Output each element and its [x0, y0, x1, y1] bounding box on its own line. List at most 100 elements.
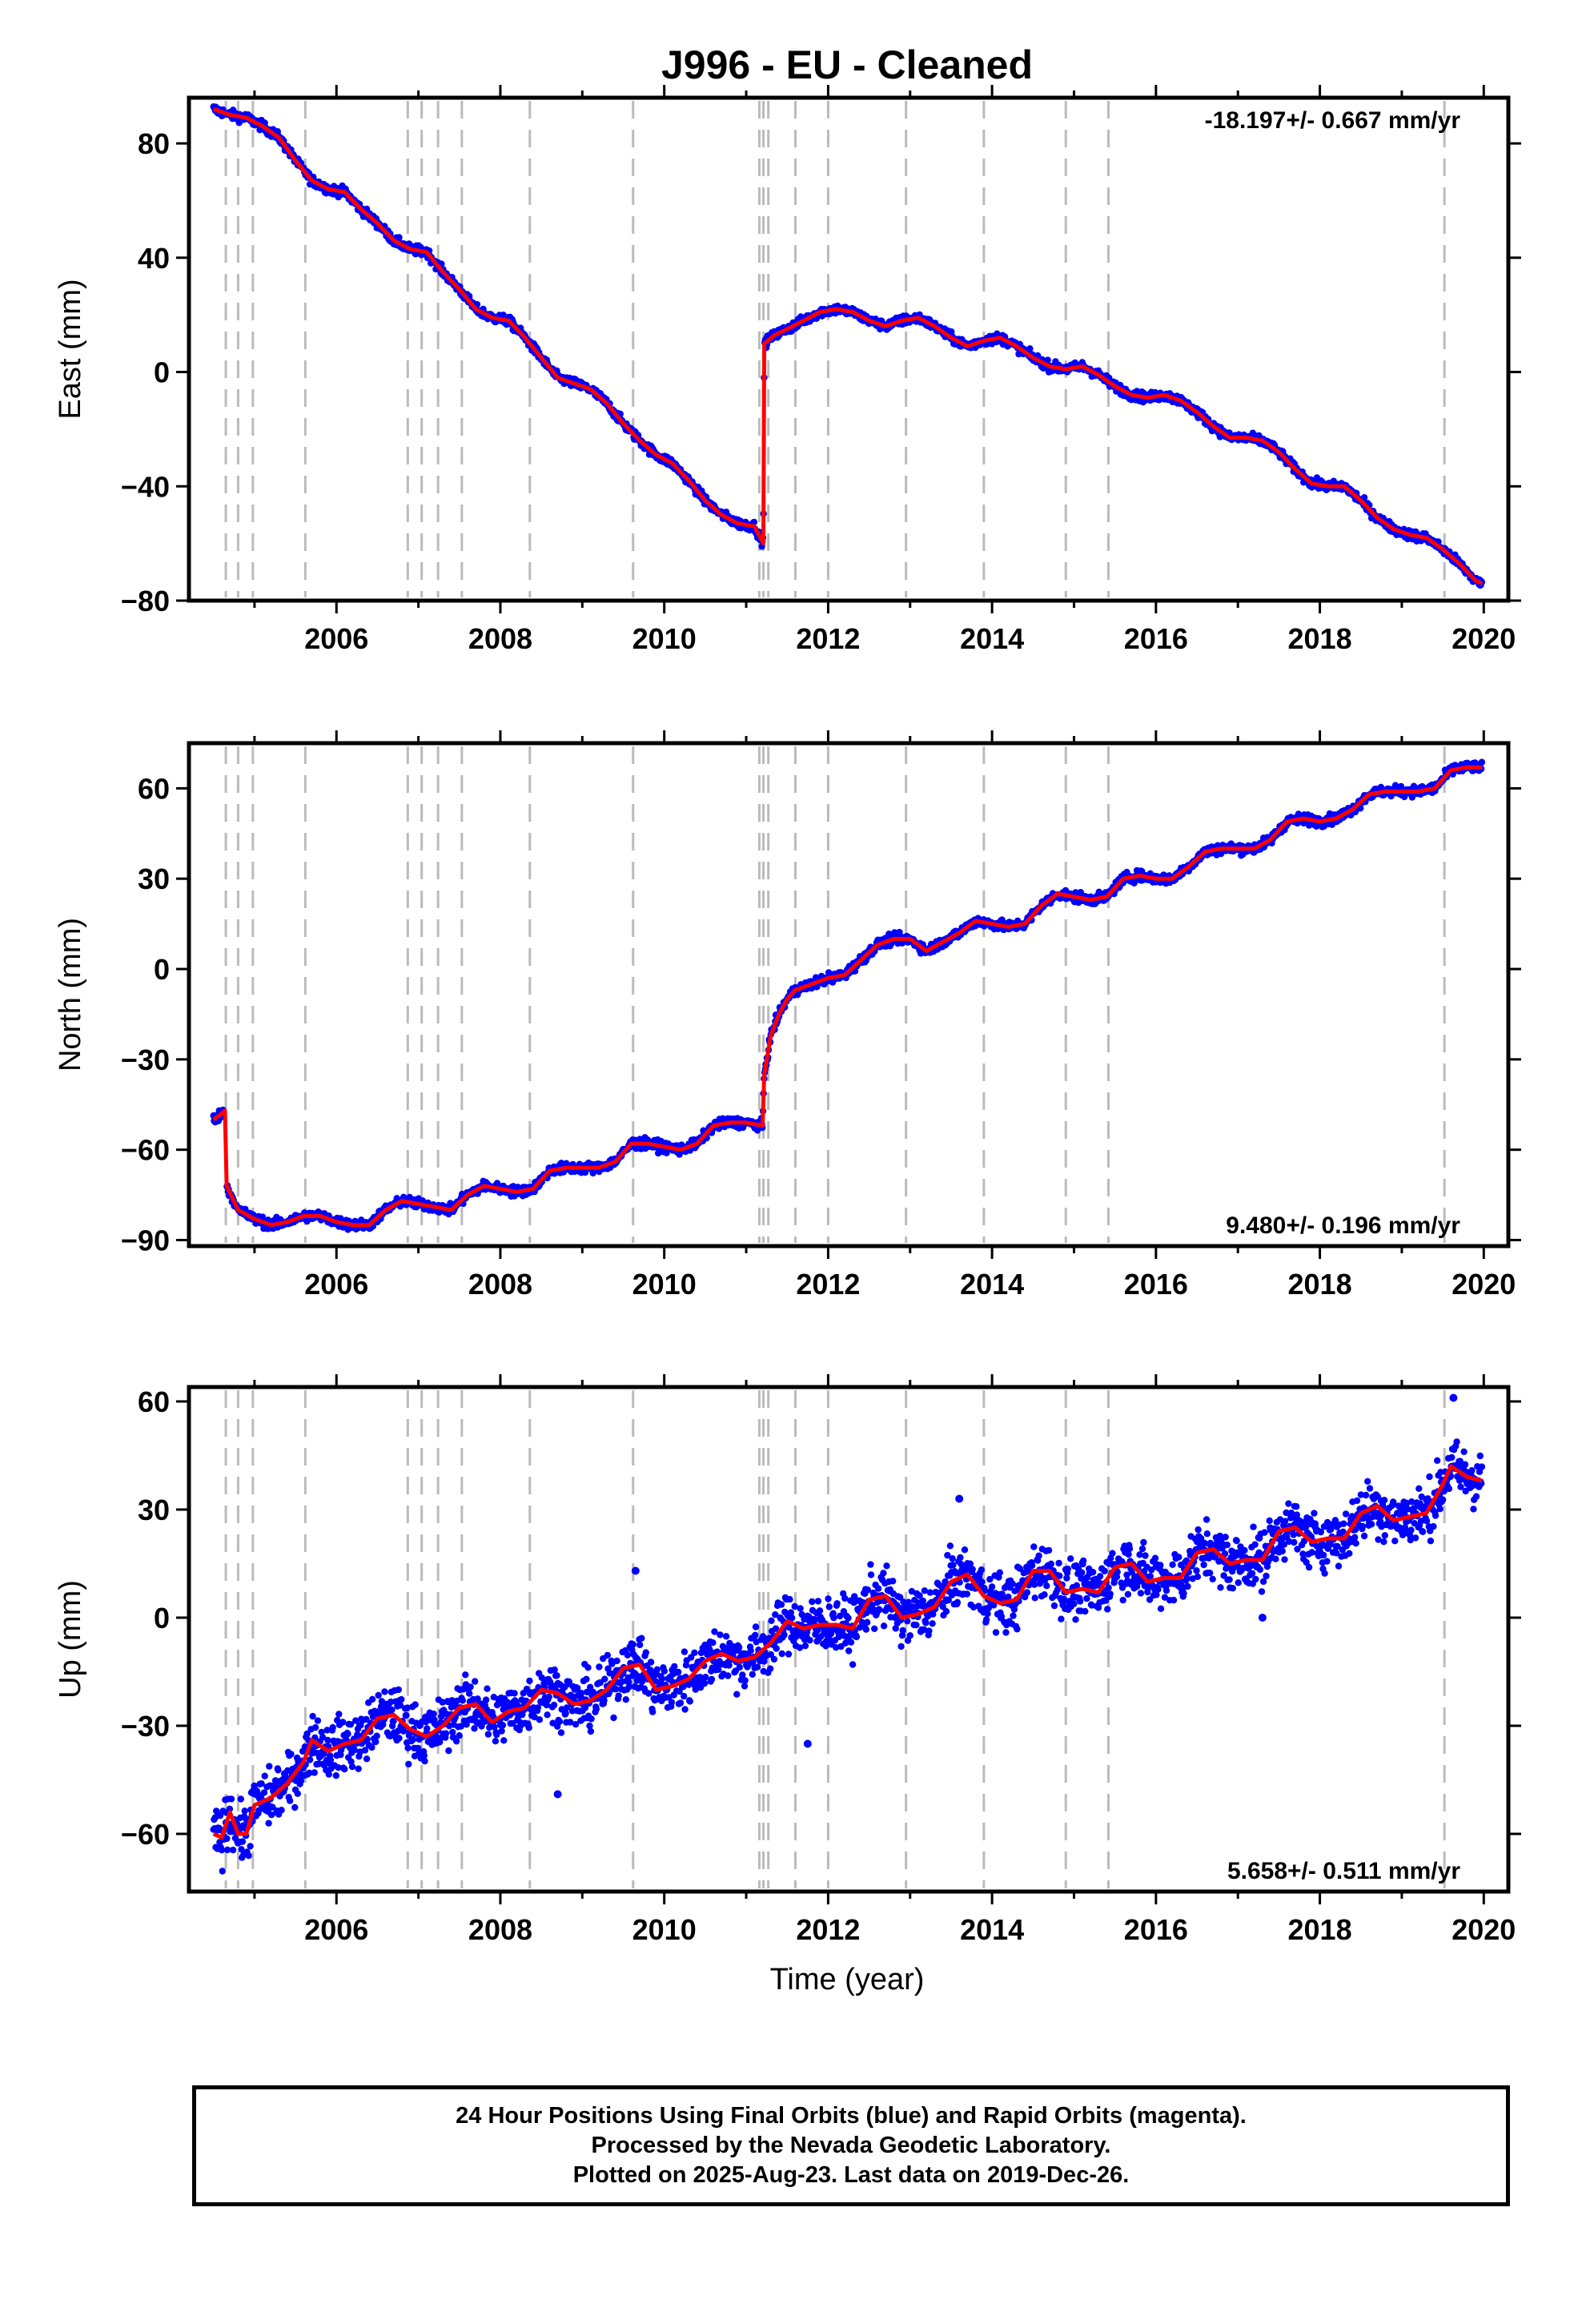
data-point: [309, 1712, 316, 1720]
velocity-rate-label: -18.197+/- 0.667 mm/yr: [1205, 107, 1461, 134]
data-point: [311, 1769, 318, 1776]
x-tick-label: 2020: [1452, 622, 1516, 655]
data-point: [329, 1723, 336, 1731]
x-tick-label: 2006: [304, 622, 368, 655]
data-point: [303, 1730, 311, 1738]
y-tick-label: −30: [121, 1043, 170, 1076]
panels-group: 2006 2008 2010 2012 2014 2016 2018 2020 80 40 0 −40…: [54, 85, 1521, 1946]
y-axis-label: East (mm): [54, 279, 87, 419]
y-axis-label: North (mm): [54, 918, 87, 1072]
x-tick-label: 2010: [632, 622, 697, 655]
model-fit-line: [212, 765, 1483, 1228]
x-tick-label: 2012: [796, 622, 860, 655]
data-point: [1360, 494, 1368, 501]
data-point: [291, 1803, 299, 1811]
data-point: [245, 1852, 252, 1860]
data-point: [306, 1769, 313, 1777]
data-point: [237, 1795, 244, 1803]
data-point: [223, 1835, 231, 1843]
panel-1: 2006 2008 2010 2012 2014 2016 2018 202080400−40…: [54, 85, 1521, 655]
data-point: [319, 1734, 327, 1741]
chart-title: J996 - EU - Cleaned: [661, 42, 1033, 87]
x-tick-label: 2020: [1452, 1268, 1516, 1301]
data-point: [327, 1756, 335, 1764]
data-point: [323, 1727, 331, 1734]
y-tick-label: 80: [138, 127, 170, 160]
panel-3: 2006 2008 2010 2012 2014 2016 2018 202060300−30…: [54, 1374, 1521, 1946]
data-points: [210, 758, 1486, 1233]
model-fit-line: [212, 107, 1484, 585]
data-point: [261, 1772, 268, 1779]
x-tick-label: 2018: [1288, 1268, 1352, 1301]
data-point: [354, 1731, 361, 1739]
data-point: [341, 1765, 348, 1773]
data-point: [297, 1777, 305, 1784]
data-point: [278, 1807, 285, 1814]
data-point: [750, 518, 758, 526]
data-point: [332, 1772, 339, 1779]
panel-2: 2006 2008 2010 2012 2014 2016 2018 2020 60 30 0 −30…: [54, 730, 1521, 1301]
data-point: [352, 1717, 359, 1724]
data-point: [258, 1780, 265, 1787]
data-point: [348, 1763, 356, 1771]
data-point: [314, 1717, 322, 1724]
y-tick-label: 40: [138, 242, 170, 275]
x-tick-label: 2018: [1288, 622, 1352, 655]
data-point: [306, 1756, 314, 1763]
data-point: [227, 1795, 235, 1803]
y-tick-label: −80: [121, 585, 170, 617]
data-point: [396, 234, 403, 241]
data-point: [287, 1751, 295, 1758]
data-point: [219, 1868, 226, 1875]
y-tick-label: 0: [154, 953, 170, 986]
data-point: [318, 1728, 325, 1736]
data-point: [266, 1763, 273, 1770]
data-point: [229, 1846, 237, 1854]
data-point: [335, 1711, 343, 1718]
data-point: [335, 1764, 342, 1771]
data-point: [347, 1758, 355, 1765]
data-point: [351, 1747, 358, 1754]
data-point: [267, 1811, 275, 1819]
data-point: [223, 1846, 231, 1854]
y-tick-label: 60: [138, 772, 170, 805]
data-point: [286, 1797, 294, 1804]
data-point: [1026, 345, 1034, 352]
data-point: [275, 1767, 282, 1774]
data-point: [339, 1719, 347, 1726]
data-point: [311, 1723, 319, 1731]
y-tick-label: 30: [138, 862, 170, 895]
x-tick-label: 2008: [468, 622, 532, 655]
y-tick-label: −90: [121, 1224, 170, 1256]
data-point: [1397, 782, 1405, 790]
data-point: [1478, 758, 1486, 766]
data-point: [1357, 805, 1364, 812]
data-point: [265, 1819, 272, 1827]
data-point: [218, 1847, 226, 1854]
x-tick-label: 2016: [1124, 622, 1188, 655]
data-point: [325, 1771, 332, 1778]
x-tick-label: 2016: [1124, 1268, 1188, 1301]
data-points: [210, 103, 1486, 589]
data-point: [344, 1731, 351, 1738]
x-tick-label: 2012: [796, 1268, 860, 1301]
data-point: [241, 1807, 248, 1815]
y-tick-label: −40: [121, 470, 170, 503]
data-point: [294, 1790, 301, 1797]
data-point: [347, 1721, 355, 1728]
plot-frame: [187, 95, 1511, 603]
data-points: [210, 1393, 1486, 1875]
data-point: [269, 1803, 276, 1811]
velocity-rate-label: 9.480+/- 0.196 mm/yr: [1226, 1212, 1460, 1239]
x-tick-label: 2006: [304, 1268, 368, 1301]
x-tick-label: 2014: [960, 1268, 1024, 1301]
data-point: [226, 1805, 234, 1812]
plot-frame: [187, 741, 1511, 1248]
data-point: [324, 1736, 331, 1744]
data-point: [260, 1789, 268, 1796]
x-tick-label: 2014: [960, 622, 1024, 655]
data-point: [247, 1843, 254, 1850]
x-tick-label: 2010: [632, 1268, 697, 1301]
x-tick-label: 2008: [468, 1268, 532, 1301]
